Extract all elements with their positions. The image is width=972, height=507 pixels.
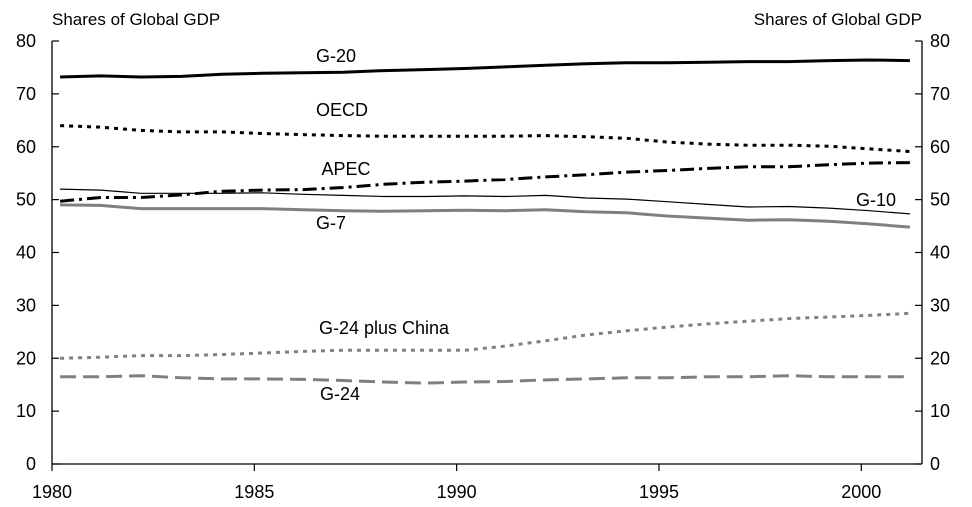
series-label-oecd: OECD: [316, 100, 368, 120]
y-tick-label-right: 40: [930, 243, 950, 263]
series-lines: [59, 58, 911, 385]
y-tick-label-right: 10: [930, 401, 950, 421]
left-axis-title: Shares of Global GDP: [52, 10, 220, 29]
series-labels: G-20 OECD APEC G-10 G-7 G-24 plus China G-24: [316, 46, 896, 404]
series-label-g-24-plus-china: G-24 plus China: [319, 318, 450, 338]
series-line-g-20: [60, 58, 910, 79]
right-axis-title: Shares of Global GDP: [754, 10, 922, 29]
y-tick-label-left: 80: [16, 31, 36, 51]
x-tick-label: 1995: [639, 482, 679, 502]
series-label-g-7: G-7: [316, 213, 346, 233]
y-tick-label-left: 0: [26, 454, 36, 474]
series-label-g-10: G-10: [856, 190, 896, 210]
y-tick-label-left: 20: [16, 348, 36, 368]
y-tick-label-left: 40: [16, 243, 36, 263]
axes: 0 0 10 10 20 20 30 30 40 40 50 50 60 60 70 70 80 80 1980 19…: [16, 31, 950, 502]
y-tick-label-right: 50: [930, 190, 950, 210]
series-line-g-7: [60, 203, 911, 229]
y-tick-label-left: 50: [16, 190, 36, 210]
series-line-g-24-plus-china: [60, 311, 910, 360]
y-tick-label-right: 0: [930, 454, 940, 474]
series-label-apec: APEC: [321, 159, 370, 179]
y-tick-label-left: 30: [16, 295, 36, 315]
series-label-g-24: G-24: [320, 384, 360, 404]
y-tick-label-right: 30: [930, 295, 950, 315]
y-tick-label-right: 70: [930, 84, 950, 104]
series-line-g-24: [60, 374, 910, 385]
series-label-g-20: G-20: [316, 46, 356, 66]
y-tick-label-right: 20: [930, 348, 950, 368]
x-tick-label: 1990: [437, 482, 477, 502]
y-tick-label-right: 80: [930, 31, 950, 51]
y-tick-label-right: 60: [930, 137, 950, 157]
y-tick-label-left: 70: [16, 84, 36, 104]
x-tick-label: 1985: [234, 482, 274, 502]
series-line-g-10: [60, 188, 910, 215]
y-tick-label-left: 10: [16, 401, 36, 421]
series-line-oecd: [60, 124, 910, 153]
x-tick-label: 1980: [32, 482, 72, 502]
y-tick-label-left: 60: [16, 137, 36, 157]
x-tick-label: 2000: [841, 482, 881, 502]
